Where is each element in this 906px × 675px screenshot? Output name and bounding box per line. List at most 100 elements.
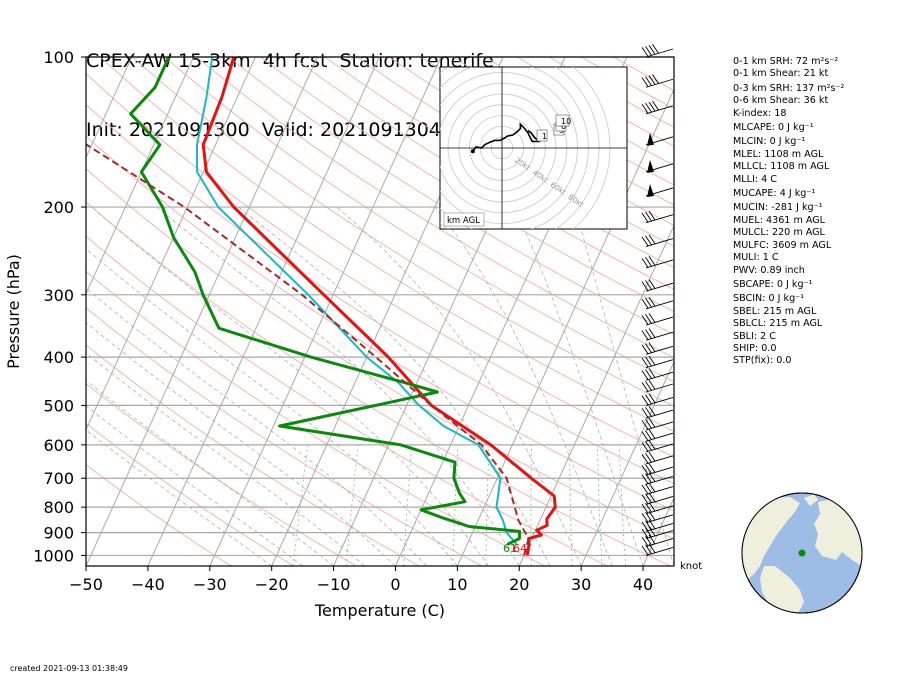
wind-barb bbox=[641, 234, 674, 247]
wind-barb-feather bbox=[641, 484, 649, 495]
wind-barb-feather bbox=[641, 494, 649, 505]
y-tick-label: 500 bbox=[43, 396, 74, 415]
moist-adiabat bbox=[86, 379, 334, 566]
wind-barb-feather bbox=[648, 519, 656, 529]
wind-barb-staff bbox=[645, 78, 674, 88]
profile-lines bbox=[86, 57, 557, 556]
dry-adiabat bbox=[86, 135, 674, 512]
dry-adiabat bbox=[260, 57, 674, 313]
dry-adiabat bbox=[86, 270, 545, 566]
wind-barb-feather bbox=[645, 314, 652, 324]
x-tick-label: 30 bbox=[571, 575, 591, 594]
wind-barb-feather bbox=[648, 472, 656, 482]
wind-barb-feather bbox=[648, 380, 656, 390]
moist-adiabat bbox=[86, 352, 365, 566]
wind-barb-feather bbox=[648, 429, 656, 439]
mixing-ratio-line bbox=[530, 444, 532, 566]
wind-barb-feather bbox=[641, 103, 649, 114]
wind-barb-feather bbox=[645, 527, 652, 538]
y-tick-label: 1000 bbox=[33, 546, 74, 565]
wind-barb bbox=[641, 368, 674, 381]
wind-barb bbox=[641, 100, 674, 115]
wind-barb bbox=[641, 440, 674, 453]
wind-barb bbox=[641, 210, 674, 224]
wind-barb-feather bbox=[645, 430, 652, 440]
isotherm bbox=[147, 57, 380, 566]
wind-barb bbox=[645, 183, 674, 197]
index-row: K-index: 18 bbox=[733, 107, 787, 119]
moist-adiabat bbox=[86, 248, 458, 566]
moist-adiabat bbox=[336, 206, 582, 566]
wind-barb-feather bbox=[648, 342, 656, 352]
dry-adiabat bbox=[196, 57, 674, 359]
wind-barb-staff bbox=[645, 475, 674, 485]
series-temperature bbox=[201, 57, 557, 556]
dry-adiabat bbox=[228, 57, 674, 335]
wind-barb-staff bbox=[645, 345, 674, 355]
wind-barb-feather bbox=[648, 406, 656, 416]
y-axis-label: Pressure (hPa) bbox=[4, 254, 23, 369]
hodograph-start-marker bbox=[470, 149, 475, 154]
wind-barb-staff bbox=[645, 396, 674, 406]
wind-barb bbox=[645, 159, 674, 173]
x-tick-label: 20 bbox=[509, 575, 529, 594]
wind-barb-feather bbox=[641, 47, 649, 57]
wind-barb-feather bbox=[641, 453, 649, 464]
moist-adiabat bbox=[86, 429, 272, 566]
wind-barb-feather bbox=[645, 280, 652, 290]
y-tick-label: 400 bbox=[43, 348, 74, 367]
wind-barb bbox=[641, 313, 674, 326]
wind-barb-feather bbox=[648, 296, 656, 307]
wind-barb-staff bbox=[645, 48, 674, 58]
wind-barb-feather bbox=[641, 77, 649, 87]
wind-barb-feather bbox=[641, 528, 649, 539]
wind-barb-staff bbox=[645, 522, 674, 532]
mixing-ratio-line bbox=[452, 444, 459, 566]
wind-barb-feather bbox=[641, 315, 649, 325]
index-row: MUCAPE: 4 J kg⁻¹ bbox=[733, 188, 816, 200]
wind-barb-staff bbox=[645, 371, 674, 381]
wind-barb-staff bbox=[645, 455, 674, 465]
index-row: MLEL: 1108 m AGL bbox=[733, 148, 824, 160]
wind-barb-feather bbox=[645, 369, 652, 379]
wind-barb-staff bbox=[645, 259, 674, 269]
isotherm bbox=[518, 224, 674, 566]
isotherm bbox=[209, 57, 442, 566]
wind-barb-feather bbox=[648, 234, 656, 245]
y-tick-label: 600 bbox=[43, 436, 74, 455]
hodograph-inset: 20kt40kt60kt80kt13610km AGL bbox=[439, 66, 628, 230]
wind-barb-feather bbox=[652, 44, 659, 54]
wind-barb-feather bbox=[645, 76, 652, 86]
wind-barb-feather bbox=[648, 256, 656, 266]
surface-dewpoint-label: 61 bbox=[503, 542, 517, 555]
wind-barb bbox=[641, 279, 674, 292]
wind-barb bbox=[641, 429, 674, 442]
y-tick-label: 900 bbox=[43, 524, 74, 543]
wind-barb bbox=[641, 510, 674, 524]
wind-barb-feather bbox=[648, 543, 656, 553]
index-row: SBLI: 2 C bbox=[733, 330, 776, 342]
index-row: MULFC: 3609 m AGL bbox=[733, 239, 832, 251]
wind-barb-feather bbox=[648, 510, 656, 521]
moist-adiabat bbox=[434, 206, 613, 566]
wind-barb-feather bbox=[648, 534, 656, 545]
wind-barb-feather bbox=[641, 236, 649, 247]
wind-barb-feather bbox=[645, 329, 652, 339]
wind-barb-feather bbox=[641, 420, 649, 430]
wind-barb bbox=[641, 296, 674, 310]
wind-barb-feather bbox=[641, 395, 649, 406]
y-tick-label: 800 bbox=[43, 498, 74, 517]
wind-barb bbox=[641, 482, 674, 496]
locator-globe bbox=[741, 492, 863, 614]
wind-barb-feather bbox=[641, 545, 649, 556]
index-row: MULI: 1 C bbox=[733, 252, 779, 264]
wind-barb-feather bbox=[648, 482, 656, 493]
wind-barb-feather bbox=[645, 452, 652, 463]
x-tick-label: 10 bbox=[447, 575, 467, 594]
wind-barb bbox=[641, 472, 674, 485]
wind-barb-feather bbox=[648, 368, 656, 378]
index-row: MLLI: 4 C bbox=[733, 173, 777, 185]
wind-barb-pennant bbox=[647, 132, 654, 146]
wind-barb bbox=[641, 256, 674, 269]
wind-barb-feather bbox=[641, 408, 649, 418]
